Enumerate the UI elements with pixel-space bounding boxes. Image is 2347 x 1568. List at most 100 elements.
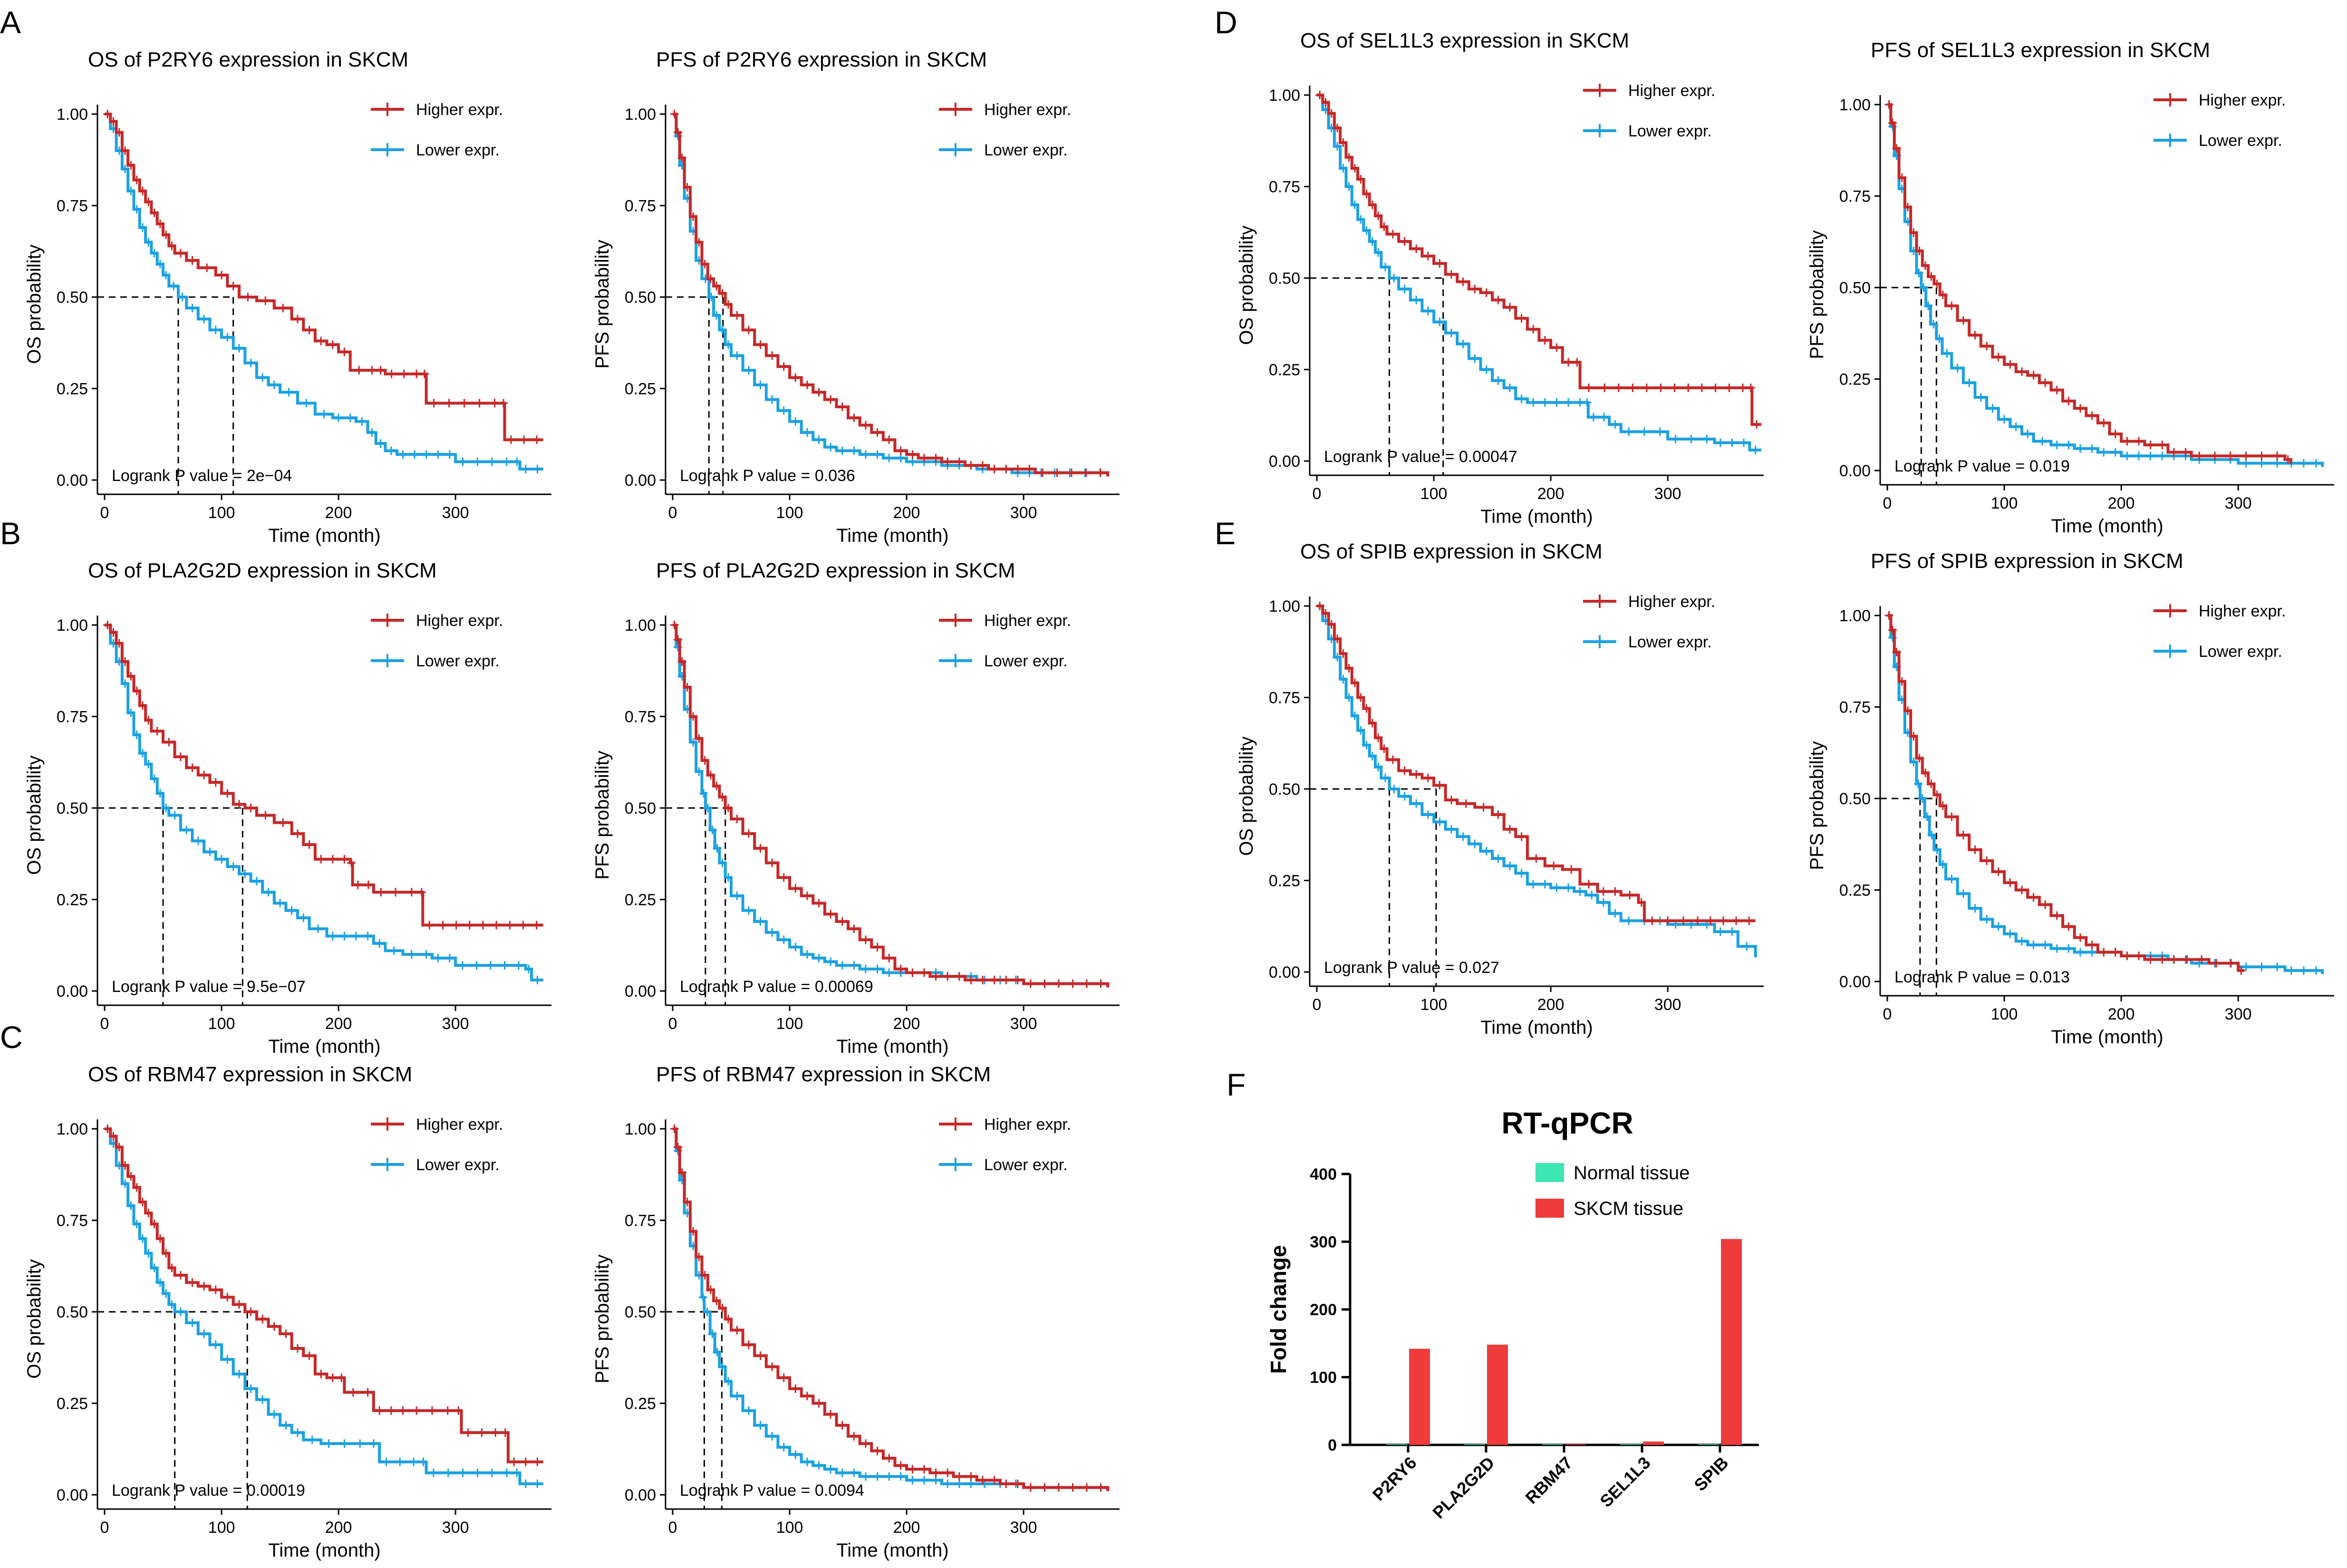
censor-mark-lower xyxy=(768,395,777,404)
plot-title: OS of P2RY6 expression in SKCM xyxy=(88,48,408,71)
y-axis-label: PFS probability xyxy=(592,750,613,879)
censor-mark-higher xyxy=(955,972,964,981)
censor-mark-higher xyxy=(1315,602,1324,610)
censor-mark-lower xyxy=(458,457,467,466)
censor-mark-lower xyxy=(512,1468,522,1477)
censor-mark-higher xyxy=(920,453,929,462)
censor-mark-lower xyxy=(896,453,905,462)
censor-mark-higher xyxy=(121,1161,130,1170)
censor-mark-lower xyxy=(1742,942,1751,951)
censor-mark-lower xyxy=(1423,307,1432,316)
censor-mark-lower xyxy=(1947,875,1956,884)
censor-mark-higher xyxy=(718,1304,727,1313)
censor-mark-lower xyxy=(258,373,267,382)
censor-mark-higher xyxy=(270,1322,279,1331)
censor-mark-lower xyxy=(2257,962,2266,972)
censor-mark-lower xyxy=(718,326,727,335)
y-tick-label: 0.75 xyxy=(1269,689,1300,707)
censor-mark-higher xyxy=(744,1340,753,1349)
censor-mark-lower xyxy=(1344,182,1353,191)
y-tick-label: 0.50 xyxy=(625,1303,656,1321)
x-tick-label: 200 xyxy=(325,504,352,522)
censor-mark-higher xyxy=(1892,648,1901,656)
censor-mark-higher xyxy=(850,924,859,933)
censor-mark-higher xyxy=(943,972,952,981)
censor-mark-higher xyxy=(1339,649,1348,658)
censor-mark-lower xyxy=(1988,404,1997,413)
censor-mark-lower xyxy=(429,1468,438,1477)
censor-mark-lower xyxy=(1494,376,1503,385)
censor-mark-lower xyxy=(458,1468,467,1477)
y-axis-label: OS probability xyxy=(24,244,45,364)
x-tick-label: 300 xyxy=(2225,1005,2252,1023)
censor-mark-lower xyxy=(2241,459,2250,468)
censor-mark-higher xyxy=(706,770,715,779)
censor-mark-higher xyxy=(2257,452,2266,461)
bar-category-label: RBM47 xyxy=(1521,1453,1576,1508)
y-tick-label: 0.00 xyxy=(57,471,88,490)
censor-mark-higher xyxy=(1013,1479,1022,1488)
y-tick-label: 0.75 xyxy=(1269,178,1300,196)
censor-mark-lower xyxy=(1959,889,1968,898)
censor-mark-higher xyxy=(293,1344,302,1353)
x-tick-label: 300 xyxy=(442,1015,469,1033)
censor-mark-higher xyxy=(683,183,692,192)
censor-mark-higher xyxy=(162,231,171,240)
censor-mark-higher xyxy=(689,712,698,721)
y-tick-label: 0.00 xyxy=(1839,973,1871,991)
censor-mark-lower xyxy=(838,1468,847,1477)
km-plot-C-os: OS of RBM47 expression in SKCM 0.00 0.25 0.… xyxy=(24,1063,551,1561)
censor-mark-higher xyxy=(115,639,124,648)
censor-mark-higher xyxy=(1648,916,1657,925)
censor-mark-higher xyxy=(873,1446,882,1455)
censor-mark-higher xyxy=(1746,384,1755,392)
censor-mark-higher xyxy=(1670,384,1679,392)
censor-mark-higher xyxy=(2006,360,2015,369)
censor-mark-lower xyxy=(896,1472,905,1481)
censor-mark-lower xyxy=(1470,839,1479,848)
censor-mark-lower xyxy=(850,446,859,455)
censor-mark-higher xyxy=(2226,959,2235,968)
plot-title: PFS of SPIB expression in SKCM xyxy=(1871,549,2183,573)
censor-mark-higher xyxy=(478,921,487,930)
censor-mark-lower xyxy=(502,457,511,466)
censor-mark-higher xyxy=(1739,384,1748,392)
censor-mark-higher xyxy=(1494,810,1503,819)
censor-mark-higher xyxy=(376,366,385,375)
plot-title: PFS of SEL1L3 expression in SKCM xyxy=(1871,38,2210,62)
censor-mark-lower xyxy=(802,428,811,437)
censor-mark-lower xyxy=(419,1457,428,1466)
censor-mark-higher xyxy=(670,110,679,118)
censor-mark-lower xyxy=(1423,810,1432,819)
censor-mark-lower xyxy=(1517,394,1526,404)
censor-mark-lower xyxy=(2158,452,2167,461)
y-tick-label: 0.50 xyxy=(1269,780,1300,798)
legend-label-higher: Higher expr. xyxy=(1628,593,1715,611)
censor-mark-higher xyxy=(1026,979,1035,988)
censor-mark-lower xyxy=(1589,413,1598,422)
censor-mark-lower xyxy=(1344,693,1353,702)
censor-mark-lower xyxy=(229,862,238,871)
censor-mark-lower xyxy=(873,1472,882,1481)
censor-mark-higher xyxy=(1002,464,1011,473)
bar-y-tick-label: 100 xyxy=(1310,1369,1337,1387)
censor-mark-higher xyxy=(176,752,185,761)
bar-normal-tissue xyxy=(1386,1444,1407,1445)
censor-mark-higher xyxy=(328,1373,337,1382)
censor-mark-higher xyxy=(200,1282,209,1291)
censor-mark-higher xyxy=(1529,325,1538,334)
censor-mark-higher xyxy=(683,683,692,692)
censor-mark-higher xyxy=(850,414,859,423)
censor-mark-lower xyxy=(340,932,349,941)
censor-mark-lower xyxy=(369,1439,378,1448)
x-tick-label: 0 xyxy=(1313,996,1322,1014)
censor-mark-higher xyxy=(990,975,999,984)
censor-mark-lower xyxy=(2111,448,2120,457)
censor-mark-higher xyxy=(1435,259,1444,268)
censor-mark-lower xyxy=(1381,262,1390,271)
censor-mark-higher xyxy=(367,366,377,375)
censor-mark-lower xyxy=(150,249,159,258)
censor-mark-lower xyxy=(302,399,311,408)
censor-mark-higher xyxy=(943,1468,952,1477)
logrank-pvalue: Logrank P value = 0.036 xyxy=(680,467,855,485)
